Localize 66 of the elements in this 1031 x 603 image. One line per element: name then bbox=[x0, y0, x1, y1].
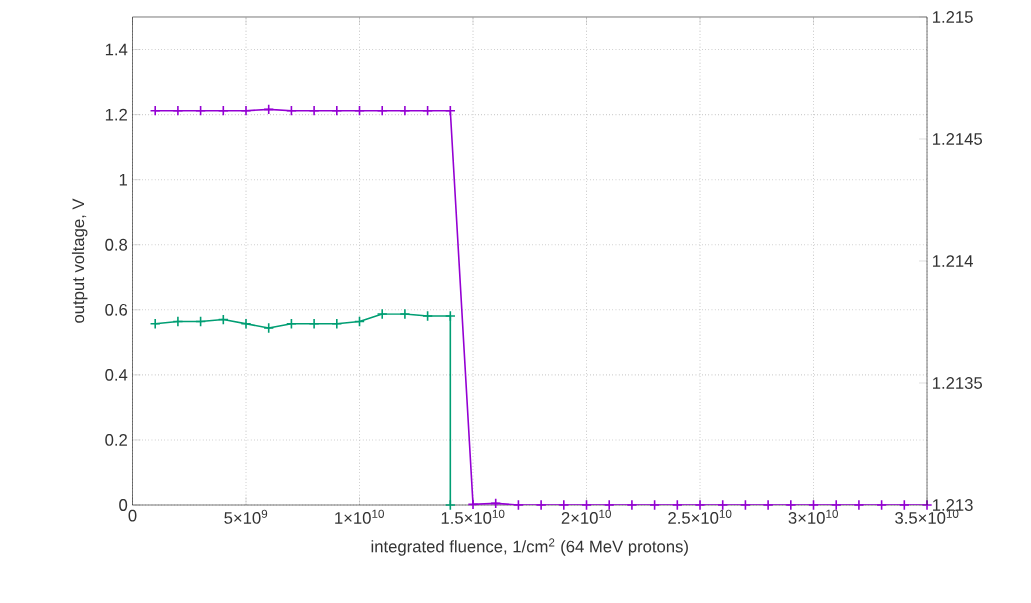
point bbox=[853, 499, 865, 511]
y-tick-label: 1.4 bbox=[105, 43, 128, 56]
y-tick-label: 0.8 bbox=[105, 238, 128, 251]
point bbox=[285, 105, 297, 117]
point bbox=[376, 105, 388, 117]
x-tick-label: 3×10$^{10}$ bbox=[788, 509, 838, 524]
point bbox=[762, 499, 774, 511]
y-tick-label: 0.4 bbox=[105, 368, 128, 381]
point bbox=[490, 497, 502, 509]
y2-tick-label: 1.2135 bbox=[933, 377, 983, 389]
point bbox=[422, 310, 434, 322]
point bbox=[467, 498, 479, 510]
y-tick-label: 1 bbox=[119, 173, 127, 186]
point bbox=[195, 105, 207, 117]
point bbox=[263, 322, 275, 334]
point bbox=[444, 499, 456, 511]
point bbox=[512, 499, 524, 511]
point bbox=[217, 105, 229, 117]
x-tick-label: 5×10$^{9}$ bbox=[224, 509, 268, 524]
y2-tick-label: 1.215 bbox=[933, 11, 973, 23]
point bbox=[149, 105, 161, 117]
y-tick-label: 0 bbox=[119, 499, 128, 511]
x-tick-label: 1×10$^{10}$ bbox=[335, 509, 384, 524]
point bbox=[649, 499, 661, 511]
y2-tick-label: 1.2145 bbox=[933, 133, 983, 145]
y2-tick-label: 1.213 bbox=[933, 499, 973, 511]
y-tick-label: 1.2 bbox=[105, 108, 127, 121]
point bbox=[535, 499, 547, 511]
point bbox=[671, 499, 683, 511]
y-tick-label: 0.2 bbox=[105, 434, 127, 446]
y-axis-title: output voltage, V bbox=[71, 198, 88, 323]
point bbox=[240, 105, 252, 117]
x-tick-label: 2×10$^{10}$ bbox=[561, 509, 611, 524]
point bbox=[581, 499, 592, 511]
point bbox=[149, 318, 161, 330]
point bbox=[331, 105, 343, 117]
x-tick-label: 0 bbox=[128, 509, 137, 522]
point bbox=[876, 499, 888, 511]
point bbox=[898, 499, 910, 511]
point bbox=[785, 499, 797, 511]
point bbox=[444, 310, 456, 322]
y-tick-label: 0.6 bbox=[105, 303, 128, 316]
point bbox=[285, 318, 297, 330]
point bbox=[195, 316, 207, 327]
point bbox=[217, 314, 229, 326]
point bbox=[240, 318, 252, 330]
point bbox=[308, 105, 320, 117]
point bbox=[626, 499, 638, 511]
point bbox=[172, 316, 184, 327]
point bbox=[354, 105, 365, 117]
point bbox=[808, 499, 819, 511]
point bbox=[739, 499, 751, 511]
point bbox=[263, 103, 275, 115]
x-axis-title: integrated fluence, 1/cm$^{2}$ (64 MeV protons) bbox=[371, 538, 688, 556]
x-tick-label: 1.5×10$^{10}$ bbox=[441, 509, 505, 524]
point bbox=[172, 105, 184, 117]
point bbox=[558, 499, 570, 511]
x-tick-label: 2.5×10$^{10}$ bbox=[668, 509, 732, 524]
point bbox=[354, 316, 365, 327]
point bbox=[399, 105, 411, 117]
y2-tick-label: 1.214 bbox=[933, 255, 973, 267]
point bbox=[422, 105, 434, 117]
point bbox=[694, 499, 706, 511]
point bbox=[444, 105, 456, 117]
point bbox=[376, 308, 388, 320]
point bbox=[399, 308, 411, 320]
